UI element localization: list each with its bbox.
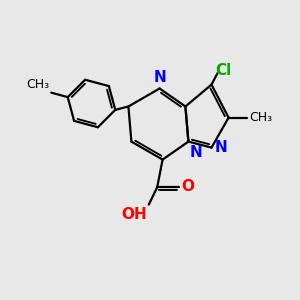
Text: CH₃: CH₃ [249, 111, 272, 124]
Text: O: O [181, 179, 194, 194]
Text: Cl: Cl [215, 63, 231, 78]
Text: N: N [153, 70, 166, 85]
Text: CH₃: CH₃ [27, 78, 50, 91]
Text: N: N [215, 140, 228, 155]
Text: OH: OH [121, 207, 147, 222]
Text: N: N [190, 145, 203, 160]
